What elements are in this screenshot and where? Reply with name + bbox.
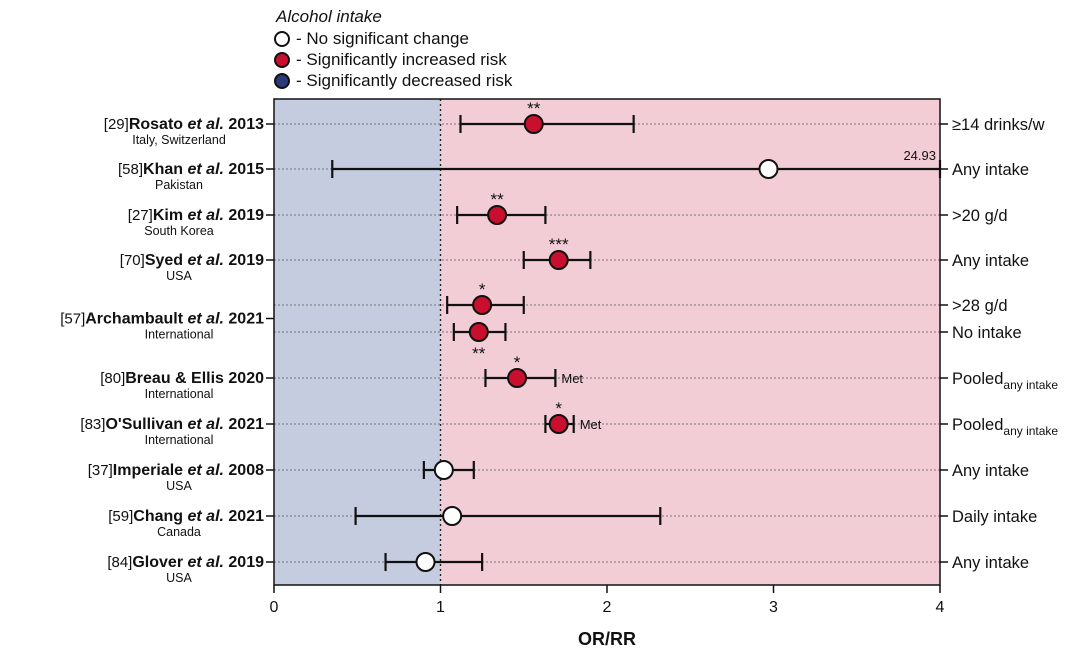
- estimate-point: [758, 159, 779, 179]
- ci-upper-value-label: 24.93: [903, 148, 936, 163]
- estimate-point: [472, 295, 493, 315]
- x-tick-label: 0: [270, 599, 279, 616]
- study-location: International: [145, 328, 214, 342]
- study-location: USA: [166, 269, 192, 283]
- exposure-label: Daily intake: [952, 508, 1037, 526]
- exposure-label: No intake: [952, 324, 1022, 342]
- study-location: Pakistan: [155, 178, 203, 192]
- decreased-risk-region: [274, 99, 441, 585]
- exposure-label: Pooledany intake: [952, 416, 1058, 438]
- estimate-point: [415, 552, 436, 572]
- x-tick-label: 1: [436, 599, 445, 616]
- legend-label-increased: - Significantly increased risk: [296, 49, 507, 69]
- legend-label-decreased: - Significantly decreased risk: [296, 70, 513, 90]
- study-location: Italy, Switzerland: [132, 133, 226, 147]
- study-location: International: [145, 433, 214, 447]
- meta-analysis-label: Met: [561, 371, 583, 386]
- legend-swatch-decreased: [274, 72, 290, 89]
- study-label: [83]O'Sullivan et al. 2021: [80, 416, 264, 433]
- study-label: [80]Breau & Ellis 2020: [100, 370, 264, 387]
- estimate-point: [548, 414, 569, 434]
- study-location: USA: [166, 571, 192, 585]
- significance-marker: **: [472, 344, 486, 363]
- significance-marker: *: [555, 399, 562, 418]
- x-tick-label: 3: [769, 599, 778, 616]
- significance-marker: *: [479, 280, 486, 299]
- study-label: [84]Glover et al. 2019: [107, 554, 264, 571]
- legend-title: Alcohol intake: [276, 7, 382, 26]
- study-label: [58]Khan et al. 2015: [118, 161, 264, 178]
- estimate-point: [487, 205, 508, 225]
- exposure-label: Pooledany intake: [952, 370, 1058, 392]
- estimate-point: [507, 368, 528, 388]
- significance-marker: **: [527, 99, 541, 118]
- legend-item-no-change: - No significant change: [274, 28, 512, 49]
- study-label: [27]Kim et al. 2019: [128, 207, 264, 224]
- exposure-label: Any intake: [952, 161, 1029, 179]
- exposure-label: Any intake: [952, 252, 1029, 270]
- estimate-point: [548, 250, 569, 270]
- estimate-point: [523, 114, 544, 134]
- legend-swatch-no-change: [274, 30, 290, 47]
- study-label: [57]Archambault et al. 2021: [60, 311, 264, 328]
- exposure-label: >20 g/d: [952, 207, 1008, 225]
- exposure-label: ≥14 drinks/w: [952, 116, 1045, 134]
- legend-item-decreased: - Significantly decreased risk: [274, 70, 512, 91]
- meta-analysis-label: Met: [580, 417, 602, 432]
- legend-label-no-change: - No significant change: [296, 28, 469, 48]
- exposure-label: Any intake: [952, 554, 1029, 572]
- x-tick-label: 4: [936, 599, 945, 616]
- study-label: [70]Syed et al. 2019: [120, 252, 264, 269]
- exposure-label: Any intake: [952, 462, 1029, 480]
- legend-item-increased: - Significantly increased risk: [274, 49, 512, 70]
- x-tick-label: 2: [603, 599, 612, 616]
- significance-marker: *: [514, 353, 521, 372]
- estimate-point: [442, 506, 463, 526]
- study-location: South Korea: [144, 224, 214, 238]
- significance-marker: ***: [549, 235, 569, 254]
- legend: Alcohol intake - No significant change -…: [274, 6, 512, 91]
- study-label: [37]Imperiale et al. 2008: [88, 462, 264, 479]
- study-label: [59]Chang et al. 2021: [108, 508, 264, 525]
- estimate-point: [468, 322, 489, 342]
- legend-swatch-increased: [274, 51, 290, 68]
- study-location: International: [145, 387, 214, 401]
- estimate-point: [433, 460, 454, 480]
- study-location: USA: [166, 479, 192, 493]
- study-label: [29]Rosato et al. 2013: [104, 116, 264, 133]
- exposure-label: >28 g/d: [952, 297, 1008, 315]
- increased-risk-region: [440, 99, 940, 585]
- x-axis-label: OR/RR: [578, 629, 636, 649]
- study-location: Canada: [157, 525, 201, 539]
- significance-marker: **: [490, 190, 504, 209]
